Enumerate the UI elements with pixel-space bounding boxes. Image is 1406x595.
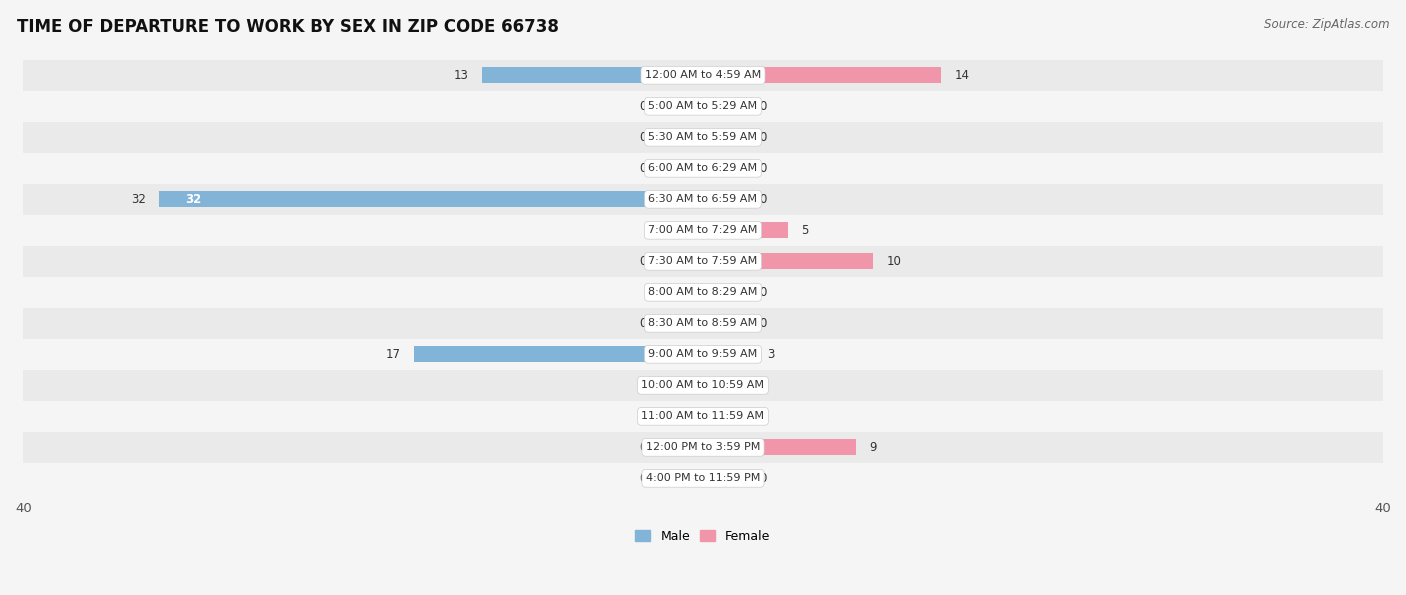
Text: 6:00 AM to 6:29 AM: 6:00 AM to 6:29 AM: [648, 163, 758, 173]
Bar: [703, 408, 745, 424]
Bar: [661, 315, 703, 331]
Bar: [703, 315, 745, 331]
Text: 5:30 AM to 5:59 AM: 5:30 AM to 5:59 AM: [648, 132, 758, 142]
Legend: Male, Female: Male, Female: [630, 525, 776, 548]
Bar: [24, 153, 1382, 184]
Text: 0: 0: [640, 441, 647, 454]
Bar: [24, 215, 1382, 246]
Bar: [24, 277, 1382, 308]
Bar: [24, 401, 1382, 432]
Text: 12:00 PM to 3:59 PM: 12:00 PM to 3:59 PM: [645, 442, 761, 452]
Bar: [24, 339, 1382, 370]
Text: 0: 0: [759, 317, 766, 330]
Text: 3: 3: [768, 348, 775, 361]
Bar: [661, 470, 703, 486]
Text: 0: 0: [640, 255, 647, 268]
Bar: [703, 284, 745, 300]
Text: 9:00 AM to 9:59 AM: 9:00 AM to 9:59 AM: [648, 349, 758, 359]
Text: 0: 0: [759, 193, 766, 206]
Text: 4:00 PM to 11:59 PM: 4:00 PM to 11:59 PM: [645, 474, 761, 483]
Text: 8:30 AM to 8:59 AM: 8:30 AM to 8:59 AM: [648, 318, 758, 328]
Bar: [686, 284, 703, 300]
Text: 7:00 AM to 7:29 AM: 7:00 AM to 7:29 AM: [648, 226, 758, 235]
Bar: [24, 91, 1382, 122]
Bar: [703, 377, 745, 393]
Text: 0: 0: [640, 379, 647, 392]
Bar: [703, 253, 873, 270]
Bar: [24, 463, 1382, 494]
Text: 10: 10: [887, 255, 901, 268]
Text: 0: 0: [640, 100, 647, 113]
Bar: [415, 346, 703, 362]
Bar: [703, 191, 745, 207]
Bar: [661, 160, 703, 176]
Text: 1: 1: [665, 286, 672, 299]
Bar: [703, 346, 754, 362]
Bar: [703, 470, 745, 486]
Bar: [661, 408, 703, 424]
Text: 6:30 AM to 6:59 AM: 6:30 AM to 6:59 AM: [648, 195, 758, 204]
Text: 0: 0: [640, 472, 647, 485]
Text: 0: 0: [759, 162, 766, 175]
Bar: [703, 160, 745, 176]
Bar: [703, 67, 941, 83]
Text: 9: 9: [869, 441, 877, 454]
Bar: [24, 308, 1382, 339]
Text: Source: ZipAtlas.com: Source: ZipAtlas.com: [1264, 18, 1389, 31]
Bar: [703, 439, 856, 455]
Bar: [669, 222, 703, 239]
Text: 10:00 AM to 10:59 AM: 10:00 AM to 10:59 AM: [641, 380, 765, 390]
Bar: [24, 122, 1382, 153]
Text: TIME OF DEPARTURE TO WORK BY SEX IN ZIP CODE 66738: TIME OF DEPARTURE TO WORK BY SEX IN ZIP …: [17, 18, 558, 36]
Text: 7:30 AM to 7:59 AM: 7:30 AM to 7:59 AM: [648, 256, 758, 267]
Text: 32: 32: [184, 193, 201, 206]
Text: 0: 0: [759, 472, 766, 485]
Bar: [159, 191, 703, 207]
Bar: [24, 246, 1382, 277]
Bar: [661, 253, 703, 270]
Bar: [661, 98, 703, 114]
Text: 0: 0: [640, 410, 647, 423]
Text: 0: 0: [759, 379, 766, 392]
Text: 12:00 AM to 4:59 AM: 12:00 AM to 4:59 AM: [645, 70, 761, 80]
Text: 17: 17: [385, 348, 401, 361]
Text: 0: 0: [640, 131, 647, 144]
Bar: [24, 184, 1382, 215]
Bar: [703, 222, 787, 239]
Text: 0: 0: [640, 162, 647, 175]
Bar: [661, 129, 703, 145]
Text: 32: 32: [131, 193, 146, 206]
Text: 0: 0: [759, 286, 766, 299]
Text: 13: 13: [454, 69, 468, 82]
Text: 14: 14: [955, 69, 970, 82]
Text: 0: 0: [759, 131, 766, 144]
Bar: [482, 67, 703, 83]
Text: 5:00 AM to 5:29 AM: 5:00 AM to 5:29 AM: [648, 101, 758, 111]
Text: 0: 0: [759, 410, 766, 423]
Text: 0: 0: [640, 317, 647, 330]
Text: 11:00 AM to 11:59 AM: 11:00 AM to 11:59 AM: [641, 411, 765, 421]
Text: 0: 0: [759, 100, 766, 113]
Text: 5: 5: [801, 224, 808, 237]
Bar: [703, 98, 745, 114]
Text: 2: 2: [648, 224, 655, 237]
Bar: [24, 60, 1382, 91]
Text: 8:00 AM to 8:29 AM: 8:00 AM to 8:29 AM: [648, 287, 758, 298]
Bar: [661, 439, 703, 455]
Bar: [661, 377, 703, 393]
Bar: [24, 370, 1382, 401]
Bar: [24, 432, 1382, 463]
Bar: [703, 129, 745, 145]
